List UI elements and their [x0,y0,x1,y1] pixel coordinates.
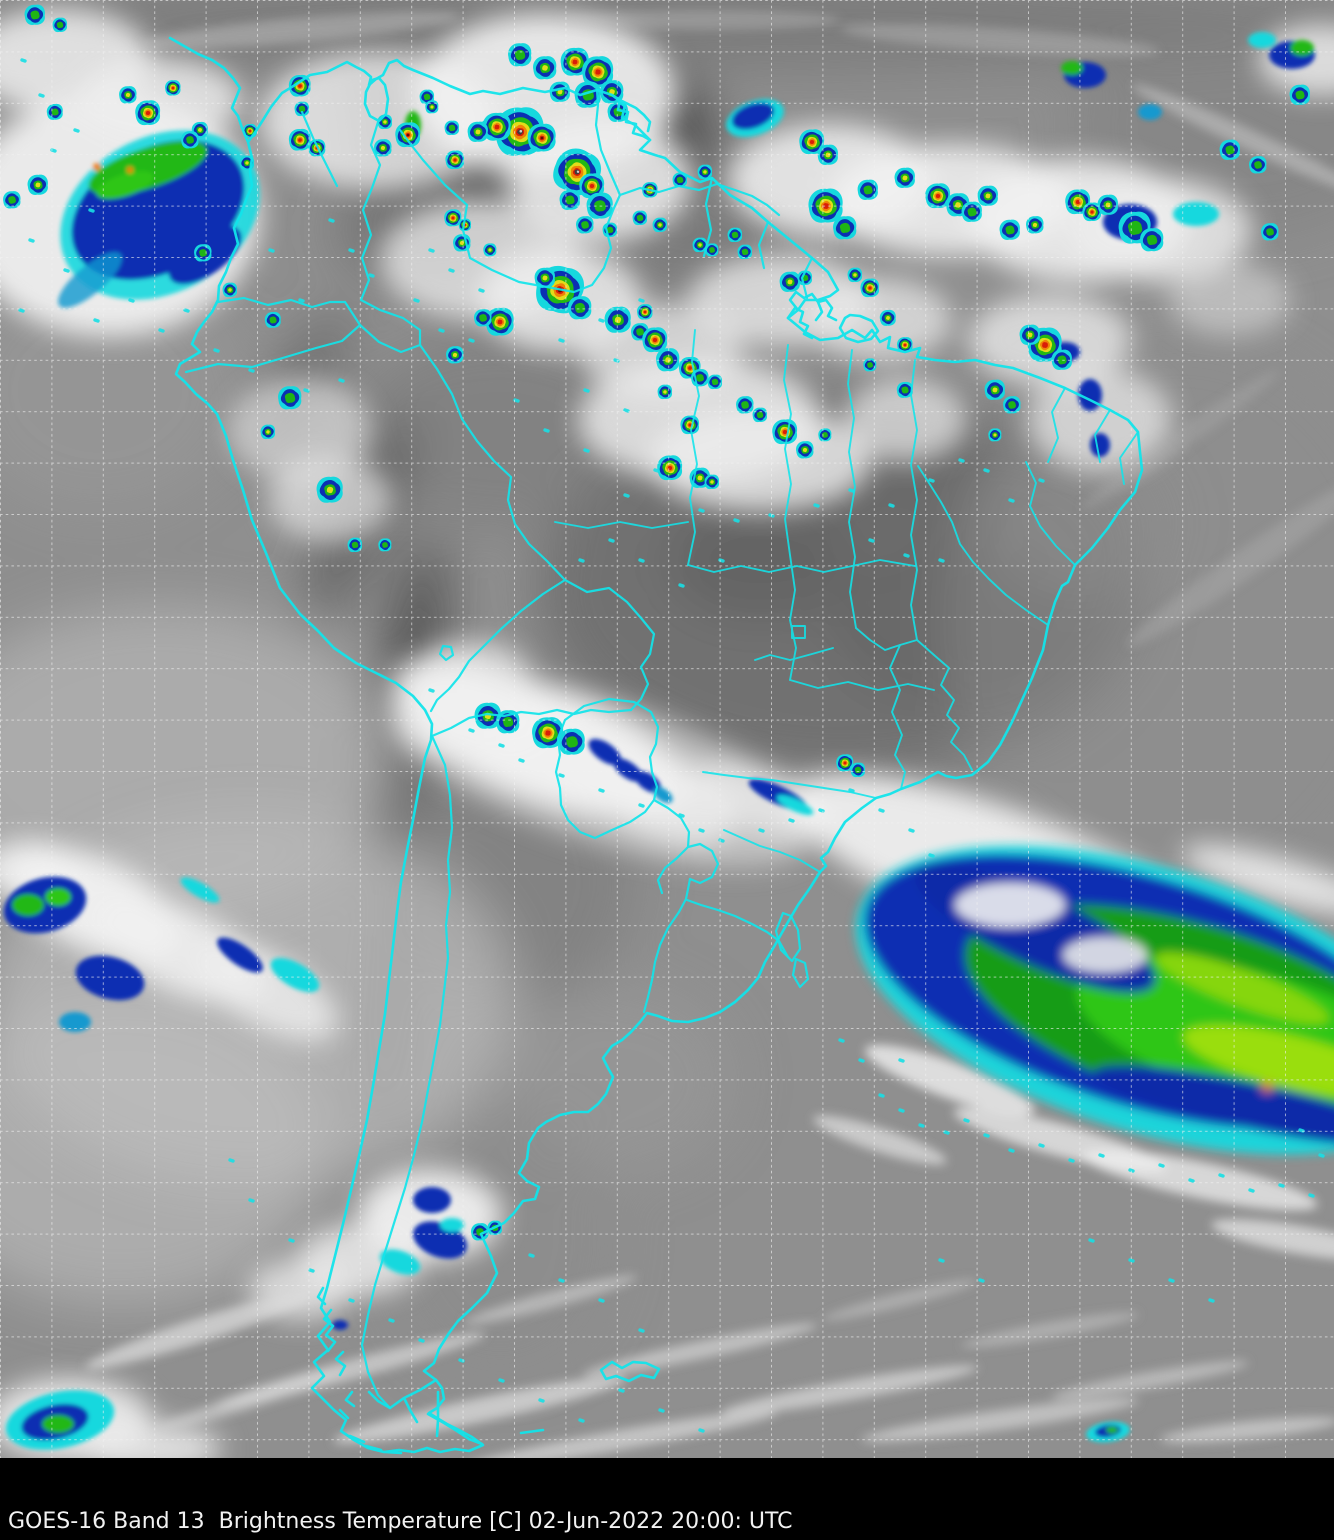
satellite-image [0,0,1334,1458]
amazon-delta [786,290,880,344]
caption-bar: GOES-16 Band 13 Brightness Temperature [… [0,1458,1334,1540]
internal-country-borders [184,88,814,1410]
brazil-state-borders [554,329,1139,873]
satellite-map [0,0,1334,1458]
caption-text: GOES-16 Band 13 Brightness Temperature [… [8,1509,793,1534]
tierra-del-fuego [348,1378,484,1455]
orinoco-delta [610,93,652,142]
falkland-islands [599,1360,661,1383]
coastline [168,36,1144,1454]
lake-maracaibo [363,76,390,123]
isla-de-los-estados [519,1428,545,1435]
country-borders [168,36,1144,1455]
lat-lon-graticule [0,0,1334,1458]
chilean-fjords [316,1286,356,1420]
